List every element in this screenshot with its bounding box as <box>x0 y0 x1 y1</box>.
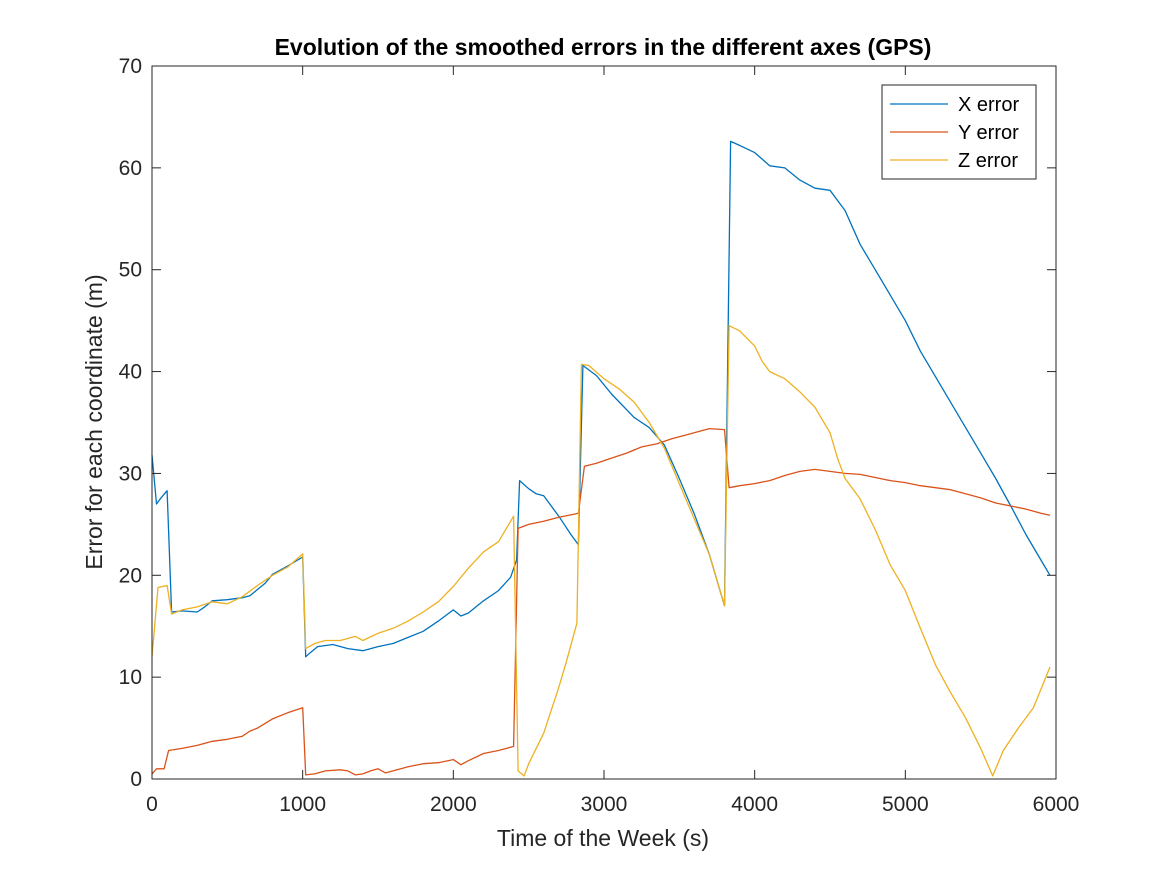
y-tick-label: 50 <box>119 259 142 282</box>
series-line-2 <box>151 427 1051 776</box>
x-tick-label: 1000 <box>279 793 326 816</box>
legend-label: X error <box>958 94 1019 116</box>
x-axis-label: Time of the Week (s) <box>497 825 709 851</box>
plot-area <box>152 66 1056 779</box>
series-line-3 <box>151 325 1051 777</box>
x-tick-label: 4000 <box>731 793 778 816</box>
y-tick-label: 10 <box>119 666 142 689</box>
chart-title: Evolution of the smoothed errors in the … <box>275 34 932 60</box>
x-tick-label: 2000 <box>430 793 477 816</box>
x-tick-label: 0 <box>146 793 158 816</box>
y-tick-label: 60 <box>119 157 142 180</box>
y-tick-label: 0 <box>130 768 142 791</box>
y-tick-label: 30 <box>119 462 142 485</box>
y-tick-label: 70 <box>119 55 142 78</box>
ticks-layer: 0 1000 2000 3000 4000 5000 6000 0 10 20 30 40 50 60 70 <box>119 55 1080 816</box>
x-tick-label: 6000 <box>1033 793 1080 816</box>
series-line-1 <box>151 140 1051 658</box>
legend-label: Y error <box>958 122 1019 144</box>
series-layer <box>151 140 1051 777</box>
legend-label: Z error <box>958 150 1018 172</box>
x-tick-label: 5000 <box>882 793 929 816</box>
y-axis-label: Error for each coordinate (m) <box>81 274 107 569</box>
y-tick-label: 40 <box>119 361 142 384</box>
x-tick-label: 3000 <box>581 793 628 816</box>
y-tick-label: 20 <box>119 564 142 587</box>
legend: X error Y error Z error <box>881 84 1037 180</box>
